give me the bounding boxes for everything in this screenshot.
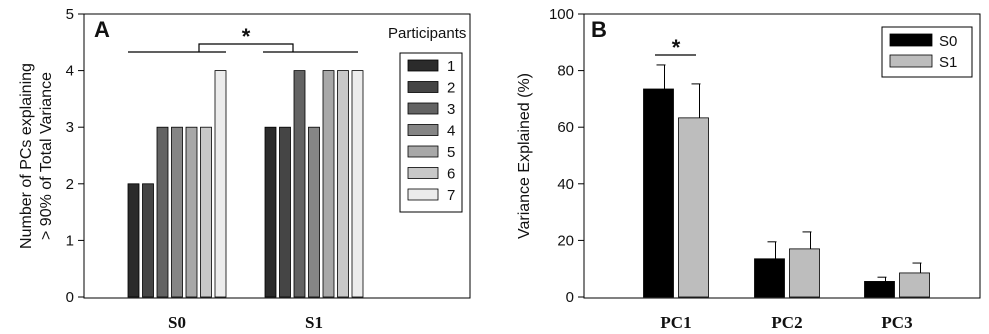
panel-b-letter: B	[591, 17, 607, 42]
y-tick-label: 0	[566, 289, 574, 306]
y-tick-label: 60	[557, 119, 574, 136]
legend-swatch	[407, 167, 439, 179]
panel-a-ylabel-line1: Number of PCs explaining	[18, 63, 35, 249]
bar-S1-participant-6	[337, 70, 349, 298]
y-tick-label: 0	[66, 289, 74, 306]
legend-label: 2	[447, 80, 455, 97]
y-tick-label: 80	[557, 63, 574, 80]
bar-S0-participant-2	[142, 183, 154, 298]
legend-swatch	[889, 54, 933, 68]
panel-a: A Number of PCs explaining > 90% of Tota…	[18, 6, 471, 332]
sig-bracket	[198, 43, 294, 52]
bar-PC1-S1	[678, 117, 709, 298]
bar-S0-participant-5	[185, 126, 198, 298]
bar-S1-participant-2	[279, 126, 291, 298]
y-tick-label: 3	[66, 119, 74, 136]
x-tick-label: PC3	[881, 313, 912, 332]
bar-PC3-S0	[864, 281, 895, 298]
y-tick-label: 2	[66, 176, 74, 193]
panel-b-y-axis: 0 20 40 60 80 100	[549, 6, 584, 306]
panel-b-x-axis: PC1 PC2 PC3	[660, 313, 912, 332]
y-tick-label: 4	[66, 63, 74, 80]
panel-b-ylabel: Variance Explained (%)	[516, 73, 533, 239]
legend-swatch	[889, 33, 933, 47]
legend-swatch	[407, 124, 439, 136]
bar-S1-participant-4	[308, 126, 320, 298]
sig-star-a: *	[242, 24, 251, 49]
bar-S1-participant-1	[264, 126, 277, 298]
legend-label: 1	[447, 58, 455, 75]
bar-PC1-S0	[643, 88, 674, 298]
panel-a-letter: A	[94, 17, 110, 42]
x-tick-label: PC2	[771, 313, 802, 332]
sig-star-b: *	[672, 35, 681, 60]
legend-label: 6	[447, 166, 455, 183]
panel-a-ylabel-line2: > 90% of Total Variance	[38, 72, 55, 240]
panel-a-legend: Participants 1 2 3 4 5 6 7	[388, 25, 466, 213]
y-tick-label: 1	[66, 232, 74, 249]
y-tick-label: 5	[66, 6, 74, 23]
panel-b-significance: *	[655, 35, 696, 60]
panel-b-bars	[643, 64, 930, 298]
x-tick-label: PC1	[660, 313, 691, 332]
bar-S0-participant-1	[127, 183, 140, 298]
bar-PC2-S1	[789, 248, 820, 298]
bar-S0-participant-4	[171, 126, 183, 298]
panel-a-bars	[127, 70, 364, 298]
legend-title: Participants	[388, 25, 466, 42]
legend-swatch	[407, 102, 439, 115]
bar-S1-participant-3	[293, 70, 306, 298]
x-tick-label: S0	[168, 313, 186, 332]
panel-a-x-axis: S0 S1	[168, 313, 323, 332]
legend-label: 5	[447, 144, 455, 161]
panel-a-significance: *	[128, 24, 358, 53]
bar-PC2-S0	[754, 258, 785, 298]
panel-a-y-axis: 0 1 2 3 4 5	[66, 6, 84, 306]
panel-b-frame	[583, 13, 981, 299]
bar-S0-participant-6	[200, 126, 212, 298]
legend-label: S0	[939, 33, 957, 50]
legend-swatch	[407, 145, 439, 158]
bar-S0-participant-3	[156, 126, 169, 298]
bar-PC3-S1	[899, 272, 930, 298]
panel-a-frame	[83, 13, 471, 299]
x-tick-label: S1	[305, 313, 323, 332]
legend-label: S1	[939, 54, 957, 71]
y-tick-label: 100	[549, 6, 574, 23]
legend-label: 3	[447, 101, 455, 118]
bar-S1-participant-7	[351, 70, 364, 298]
legend-label: 7	[447, 187, 455, 204]
y-tick-label: 40	[557, 176, 574, 193]
bar-S1-participant-5	[322, 70, 335, 298]
panel-b: B Variance Explained (%) 0 20 40 60 80 100 PC…	[516, 6, 981, 332]
legend-swatch	[407, 188, 439, 201]
bar-S0-participant-7	[214, 70, 227, 298]
legend-swatch	[407, 59, 439, 72]
y-tick-label: 20	[557, 232, 574, 249]
legend-swatch	[407, 81, 439, 93]
legend-label: 4	[447, 123, 455, 140]
